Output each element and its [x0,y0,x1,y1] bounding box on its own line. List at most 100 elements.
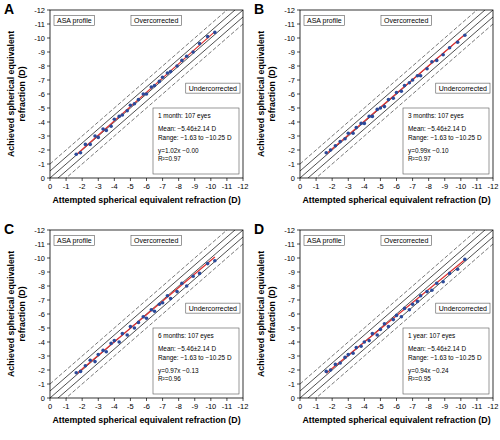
point [346,353,350,357]
point [441,53,445,57]
x-tick [444,178,445,181]
point [411,302,415,306]
x-tick [162,178,163,181]
y-tick-label: -11 [35,240,45,249]
x-tick-label: -4 [361,182,368,191]
y-tick [47,244,50,245]
point [354,126,358,130]
x-tick [412,398,413,401]
y-tick-label: -11 [285,20,295,29]
y-tick-label: 0 [291,394,295,403]
point [383,105,387,109]
stats-box [403,328,489,394]
y-tick [297,38,300,39]
stats-text: Mean: −5.46±2.14 D [158,125,216,132]
point [430,288,434,292]
y-tick-label: -5 [38,324,45,333]
plot-area [50,230,243,398]
overcorrected-label: Overcorrected [384,237,428,244]
point [416,74,420,78]
point [191,50,195,54]
y-tick-label: -11 [285,240,295,249]
y-tick [47,314,50,315]
point [104,350,108,354]
x-axis-title: Attempted spherical equivalent refractio… [52,195,240,205]
profile-label-box [54,236,95,246]
stats-text: R²=0.96 [158,375,181,382]
profile-label-box [54,16,95,26]
x-tick [82,178,83,181]
x-tick-label: -4 [361,402,368,411]
undercorrected-label: Undercorrected [189,305,237,312]
y-tick [47,300,50,301]
x-tick [444,398,445,401]
point [371,332,375,336]
point [145,316,149,320]
point [161,301,165,305]
point [408,308,412,312]
point [371,115,375,119]
x-tick-label: -10 [455,182,466,191]
x-tick-label: 0 [48,402,52,411]
y-tick-label: -7 [38,296,45,305]
y-tick [297,150,300,151]
x-tick [332,398,333,401]
stats-text: y=0.97x −0.13 [158,367,199,375]
x-tick-label: -2 [329,402,336,411]
reference-line [50,244,243,398]
point [125,109,129,113]
y-tick-label: -9 [38,268,45,277]
x-tick [428,398,429,401]
y-tick-label: -3 [288,132,295,141]
x-tick-label: -7 [409,182,416,191]
y-tick-label: -10 [284,254,295,263]
overcorrected-label: Overcorrected [134,237,178,244]
y-tick-label: -4 [38,338,45,347]
stats-text: y=1.02x −0.00 [158,147,199,155]
point [354,346,358,350]
point [391,96,395,100]
panel-letter: B [254,1,264,17]
stats-text: 1 year: 107 eyes [408,332,455,340]
x-tick [130,398,131,401]
y-tick-label: -11 [35,20,45,29]
x-tick-label: -6 [393,402,400,411]
y-tick-label: -7 [288,76,295,85]
point [367,339,371,343]
x-tick [396,178,397,181]
point [150,85,154,89]
panel: C0-1-2-3-4-5-6-7-8-9-10-11-120-1-2-3-4-5… [4,216,248,425]
point [456,40,460,44]
x-tick-label: -9 [191,182,198,191]
y-tick-label: -7 [288,296,295,305]
point [391,318,395,322]
point [206,262,210,266]
point [84,364,88,368]
x-tick [98,178,99,181]
x-tick-label: -11 [472,402,482,411]
y-tick-label: -1 [288,380,295,389]
stats-box [403,108,489,174]
x-tick [243,398,244,401]
point [79,151,83,155]
y-tick-label: -4 [288,118,295,127]
point [395,91,399,95]
point [180,281,184,285]
y-tick [297,328,300,329]
stats-text: R²=0.95 [408,375,431,382]
reference-line [50,24,243,178]
point [169,297,173,301]
undercorrected-label-box [436,303,490,313]
point [334,363,338,367]
y-tick-label: -5 [38,104,45,113]
point [400,89,404,93]
reference-line [50,10,243,178]
point [343,356,347,360]
plot-area [300,10,493,178]
y-tick [47,52,50,53]
point [84,143,88,147]
x-tick [146,178,147,181]
y-tick [47,328,50,329]
y-tick-label: -6 [38,310,45,319]
y-tick-label: -9 [288,48,295,57]
